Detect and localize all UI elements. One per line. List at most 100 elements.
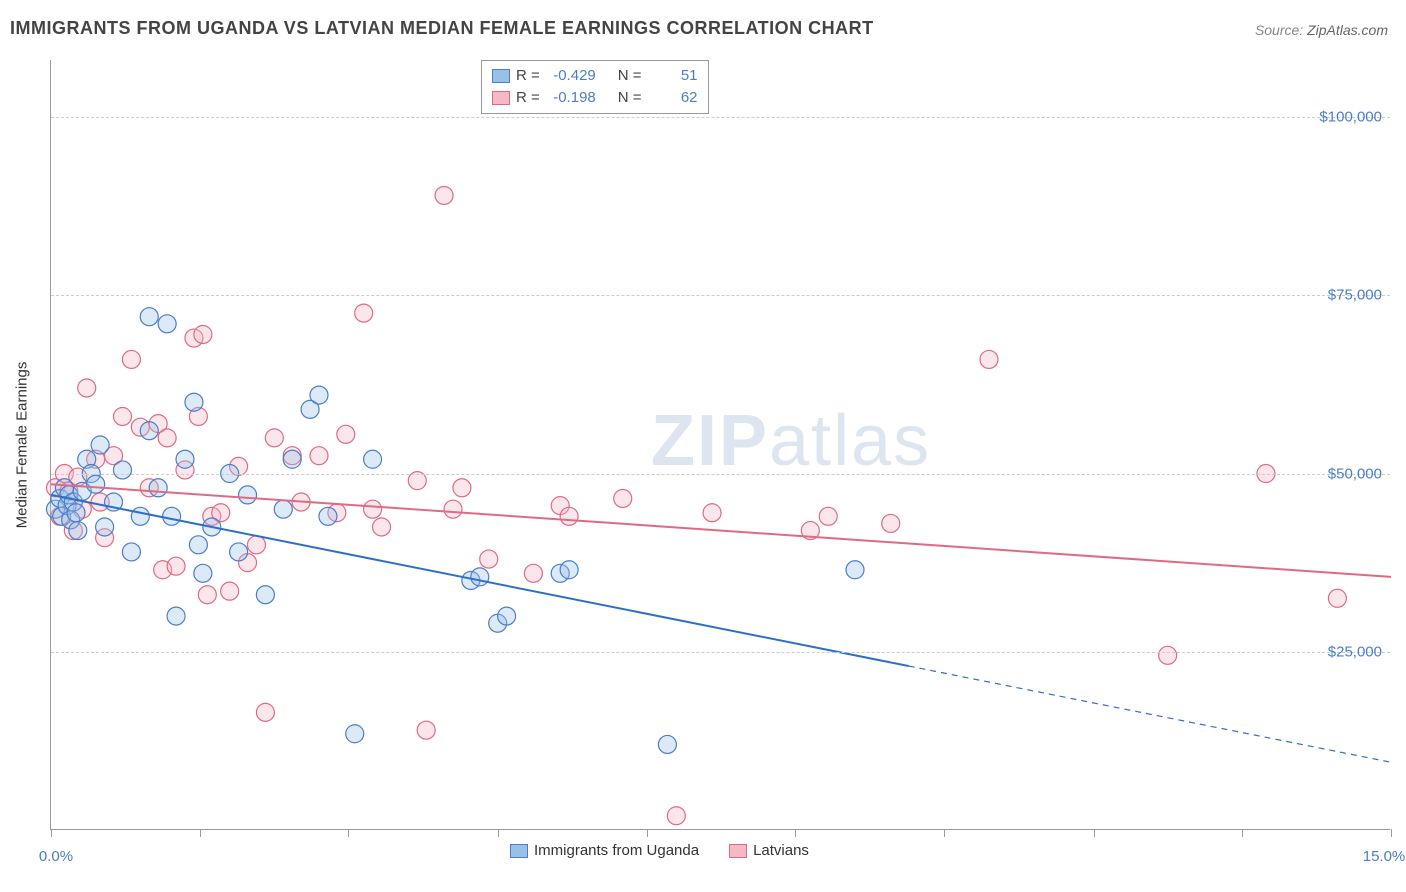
legend-swatch-uganda-icon (510, 844, 528, 858)
swatch-latvians-icon (492, 91, 510, 105)
scatter-point-latvians (373, 518, 391, 536)
x-tick-max-label: 15.0% (1363, 848, 1406, 865)
scatter-point-uganda (122, 543, 140, 561)
scatter-point-uganda (658, 735, 676, 753)
scatter-point-latvians (337, 425, 355, 443)
scatter-point-latvians (221, 582, 239, 600)
r-value-uganda: -0.429 (546, 65, 596, 87)
n-label: N = (618, 65, 642, 87)
scatter-point-latvians (247, 536, 265, 554)
legend-item-uganda: Immigrants from Uganda (510, 842, 699, 859)
scatter-point-uganda (230, 543, 248, 561)
chart-container: IMMIGRANTS FROM UGANDA VS LATVIAN MEDIAN… (0, 0, 1406, 892)
scatter-point-latvians (1159, 646, 1177, 664)
legend-item-latvians: Latvians (729, 842, 809, 859)
scatter-point-latvians (1328, 589, 1346, 607)
chart-svg (51, 60, 1390, 829)
y-axis-label: Median Female Earnings (14, 362, 31, 529)
chart-title: IMMIGRANTS FROM UGANDA VS LATVIAN MEDIAN… (10, 18, 874, 39)
scatter-point-uganda (96, 518, 114, 536)
grid-line (51, 295, 1390, 296)
scatter-point-uganda (67, 504, 85, 522)
stats-row-uganda: R = -0.429 N = 51 (492, 65, 698, 87)
grid-line (51, 652, 1390, 653)
legend-label-uganda: Immigrants from Uganda (534, 842, 699, 859)
x-tick (498, 829, 499, 837)
swatch-uganda-icon (492, 69, 510, 83)
scatter-point-latvians (703, 504, 721, 522)
scatter-point-uganda (346, 725, 364, 743)
legend-label-latvians: Latvians (753, 842, 809, 859)
scatter-point-uganda (91, 436, 109, 454)
n-label-2: N = (618, 87, 642, 109)
scatter-point-uganda (239, 486, 257, 504)
scatter-point-latvians (122, 350, 140, 368)
scatter-point-latvians (444, 500, 462, 518)
scatter-point-latvians (524, 564, 542, 582)
scatter-point-uganda (163, 507, 181, 525)
n-value-uganda: 51 (648, 65, 698, 87)
y-tick-label: $50,000 (1328, 465, 1382, 482)
y-tick-label: $25,000 (1328, 643, 1382, 660)
scatter-point-latvians (614, 489, 632, 507)
plot-area: ZIPatlas R = -0.429 N = 51 R = -0.198 N … (50, 60, 1390, 830)
stats-row-latvians: R = -0.198 N = 62 (492, 87, 698, 109)
scatter-point-uganda (846, 561, 864, 579)
x-tick (200, 829, 201, 837)
source-name: ZipAtlas.com (1307, 22, 1388, 38)
scatter-point-latvians (310, 447, 328, 465)
x-tick (1094, 829, 1095, 837)
y-tick-label: $100,000 (1319, 109, 1382, 126)
scatter-point-uganda (185, 393, 203, 411)
scatter-point-uganda (87, 475, 105, 493)
x-tick (51, 829, 52, 837)
scatter-point-latvians (667, 807, 685, 825)
scatter-point-latvians (167, 557, 185, 575)
scatter-point-latvians (560, 507, 578, 525)
scatter-point-latvians (435, 186, 453, 204)
x-tick (647, 829, 648, 837)
scatter-point-latvians (819, 507, 837, 525)
legend-swatch-latvians-icon (729, 844, 747, 858)
y-tick-label: $75,000 (1328, 287, 1382, 304)
source-prefix: Source: (1255, 22, 1307, 38)
scatter-point-latvians (980, 350, 998, 368)
r-label-2: R = (516, 87, 540, 109)
scatter-point-uganda (113, 461, 131, 479)
scatter-point-uganda (256, 586, 274, 604)
scatter-point-uganda (319, 507, 337, 525)
regression-line-dash-uganda (909, 666, 1391, 762)
scatter-point-uganda (176, 450, 194, 468)
r-label: R = (516, 65, 540, 87)
scatter-point-latvians (158, 429, 176, 447)
scatter-point-latvians (256, 703, 274, 721)
x-tick (944, 829, 945, 837)
scatter-point-uganda (189, 536, 207, 554)
regression-line-uganda (51, 495, 909, 666)
scatter-point-uganda (131, 507, 149, 525)
scatter-point-latvians (453, 479, 471, 497)
scatter-point-latvians (194, 325, 212, 343)
scatter-point-uganda (194, 564, 212, 582)
n-value-latvians: 62 (648, 87, 698, 109)
scatter-point-latvians (78, 379, 96, 397)
stats-legend: R = -0.429 N = 51 R = -0.198 N = 62 (481, 60, 709, 114)
x-tick (1391, 829, 1392, 837)
x-tick (795, 829, 796, 837)
r-value-latvians: -0.198 (546, 87, 596, 109)
scatter-point-latvians (265, 429, 283, 447)
x-tick-min-label: 0.0% (39, 848, 73, 865)
bottom-legend: Immigrants from Uganda Latvians (510, 842, 809, 859)
scatter-point-latvians (417, 721, 435, 739)
scatter-point-uganda (471, 568, 489, 586)
scatter-point-uganda (149, 479, 167, 497)
scatter-point-uganda (364, 450, 382, 468)
scatter-point-latvians (113, 407, 131, 425)
scatter-point-latvians (480, 550, 498, 568)
scatter-point-uganda (274, 500, 292, 518)
scatter-point-uganda (140, 308, 158, 326)
scatter-point-latvians (364, 500, 382, 518)
scatter-point-uganda (283, 450, 301, 468)
source-attribution: Source: ZipAtlas.com (1255, 22, 1388, 38)
scatter-point-uganda (140, 422, 158, 440)
